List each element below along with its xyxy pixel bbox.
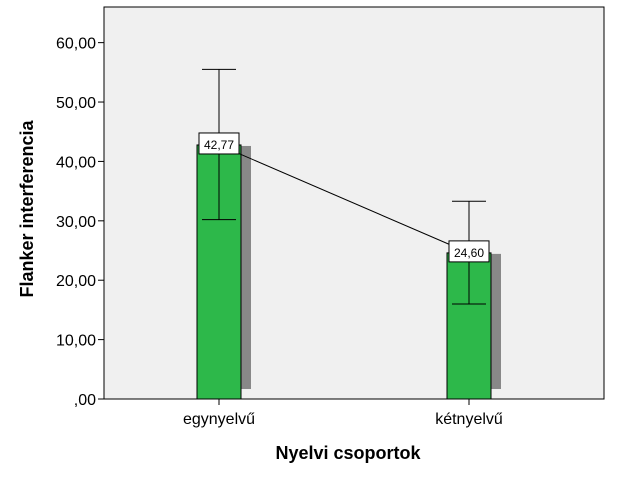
data-label-box <box>198 132 240 155</box>
mean-connector-line <box>218 144 470 254</box>
y-tick-label: 20,00 <box>56 273 96 290</box>
chart-marks: 42,77 24,60 <box>196 68 501 400</box>
y-axis: ,00 10,00 20,00 30,00 40,00 50,00 60,00 <box>56 36 104 409</box>
x-tick-label: kétnyelvű <box>435 411 503 428</box>
y-tick-label: 50,00 <box>56 95 96 112</box>
data-label: 42,77 <box>204 138 234 152</box>
y-tick-label: ,00 <box>74 392 96 409</box>
data-label: 24,60 <box>454 246 484 260</box>
x-tick-label: egynyelvű <box>183 411 255 428</box>
y-tick-label: 10,00 <box>56 333 96 350</box>
y-tick-label: 40,00 <box>56 154 96 171</box>
y-axis-title: Flanker interferencia <box>17 119 37 297</box>
x-axis-title: Nyelvi csoportok <box>275 443 421 463</box>
y-tick-label: 60,00 <box>56 36 96 53</box>
data-label-box <box>448 240 490 263</box>
x-axis: egynyelvű kétnyelvű <box>183 399 503 428</box>
y-tick-label: 30,00 <box>56 214 96 231</box>
